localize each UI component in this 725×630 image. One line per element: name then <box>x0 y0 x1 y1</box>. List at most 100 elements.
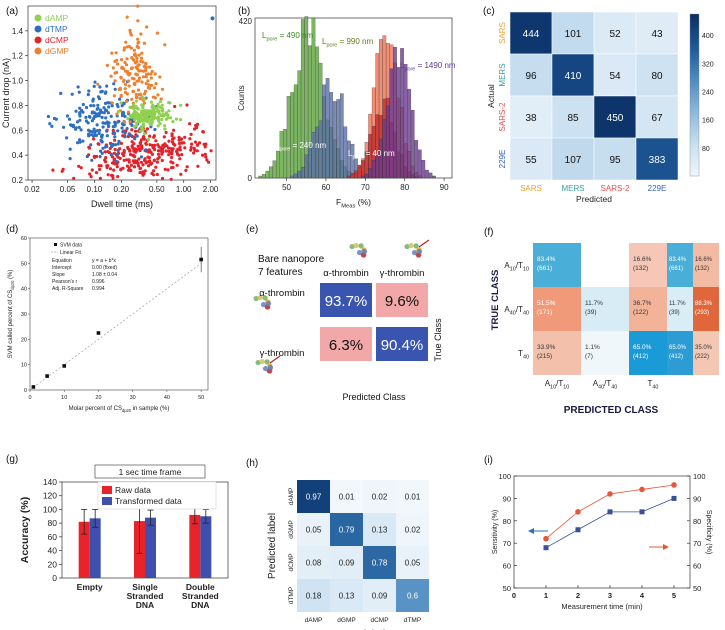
data-point-dAMP <box>179 118 183 122</box>
y-tick-label: 30 <box>21 312 27 318</box>
panel-label-f: (f) <box>484 227 493 238</box>
data-point-dGMP <box>144 75 148 79</box>
cell-value: 383 <box>649 155 666 166</box>
data-point-dAMP <box>119 101 123 105</box>
data-point-dCMP <box>152 158 156 163</box>
data-point-dGMP <box>128 28 132 32</box>
y-tick-label: 60 <box>21 236 27 242</box>
data-point-dGMP <box>139 56 144 60</box>
molecule-atom <box>255 359 261 366</box>
stats-key: Adj. R-Square <box>52 286 84 292</box>
legend-swatch-Transformed data <box>102 497 112 505</box>
data-point-dTMP <box>120 114 125 118</box>
cell-value: 0.13 <box>372 526 388 535</box>
data-point-dAMP <box>162 114 166 118</box>
data-point-dTMP <box>121 123 126 127</box>
data-point-dCMP <box>143 157 147 161</box>
data-point-dGMP <box>151 95 156 99</box>
row-label-MERS: MERS <box>498 63 507 86</box>
data-point-dTMP <box>121 110 125 114</box>
colorbar-segment <box>690 54 699 58</box>
data-point-dAMP <box>134 104 138 109</box>
row-label-dTMP: dTMP <box>288 587 295 604</box>
data-point-dTMP <box>68 147 72 151</box>
y-axis-label: Current drop (nA) <box>1 58 11 128</box>
y-tick-label-left: 80 <box>503 517 511 526</box>
data-point-dCMP <box>96 142 100 146</box>
data-point-dTMP <box>101 125 105 129</box>
stats-key: Slope <box>52 272 65 278</box>
matrix-cell <box>635 95 679 139</box>
colorbar-segment <box>690 16 699 20</box>
colorbar-segment <box>690 154 699 158</box>
data-point-dCMP <box>170 155 174 160</box>
data-point-dCMP <box>127 158 131 162</box>
x-tick-label: 0.05 <box>60 185 76 194</box>
data-point-dGMP <box>114 70 119 75</box>
cell-count: (132) <box>695 266 709 272</box>
matrix-cell <box>396 513 429 546</box>
row-label-dCMP: dCMP <box>288 553 295 571</box>
histogram-bar-L_pore = 1490 nm <box>417 149 422 179</box>
colorbar-segment <box>690 173 699 177</box>
col-label-SARS: SARS <box>520 184 542 193</box>
data-point-dGMP <box>110 51 114 55</box>
molecule-atom <box>260 301 267 308</box>
y-tick-label: 50 <box>21 261 27 267</box>
data-point-dGMP <box>124 40 128 44</box>
data-point-dCMP <box>129 163 133 167</box>
data-point-dTMP <box>98 111 102 115</box>
cell-value: 0.02 <box>405 526 421 535</box>
data-point-dTMP <box>113 143 117 147</box>
category-label: DNA <box>191 600 209 610</box>
chart-i: 0 1 2 3 4 5 50 50 60 60 70 70 80 80 90 90 100 100 Measurem… <box>492 472 712 611</box>
data-point-dTMP <box>70 92 74 96</box>
category-label: Double <box>186 582 215 592</box>
data-point-dTMP <box>107 105 111 109</box>
data-point-dCMP <box>201 130 205 134</box>
data-point-dTMP <box>81 110 85 114</box>
data-point-dGMP <box>136 4 140 8</box>
data-point-dCMP <box>201 153 205 157</box>
colorbar-segment <box>690 127 699 131</box>
data-point-dAMP <box>171 120 175 124</box>
colorbar-segment <box>690 30 699 34</box>
matrix-cell <box>509 11 553 55</box>
cell-percent: 11.7% <box>585 300 603 307</box>
data-point-dAMP <box>144 116 148 120</box>
cell-value: 0.78 <box>372 559 388 568</box>
cell-value: 96 <box>525 71 537 82</box>
y-tick-label: 100 <box>43 504 57 514</box>
legend-box <box>97 481 217 510</box>
data-point-dCMP <box>176 147 180 151</box>
histogram-bar-L_pore = 1490 nm <box>371 160 376 179</box>
data-point-dGMP <box>127 73 131 77</box>
data-point-dTMP <box>99 90 103 94</box>
histogram-bar-L_pore = 40 nm <box>347 175 351 179</box>
molecule-atom <box>353 242 359 249</box>
data-point-dTMP <box>104 108 109 113</box>
data-point-dCMP <box>113 147 117 152</box>
colorbar-segment <box>690 103 699 107</box>
data-point-dAMP <box>132 103 136 107</box>
data-point-dCMP <box>183 135 187 139</box>
matrix-cell <box>593 11 637 55</box>
data-point-dTMP <box>116 142 120 146</box>
data-point-dCMP <box>167 139 171 143</box>
cell-value: 0.08 <box>306 559 322 568</box>
matrix-cell <box>396 546 429 579</box>
matrix-cell <box>363 579 396 612</box>
data-point-dCMP <box>133 129 138 133</box>
x-tick-label: 30 <box>130 395 136 401</box>
data-point-dTMP <box>78 118 82 122</box>
data-point-dGMP <box>136 46 140 50</box>
data-point-dTMP <box>113 87 117 91</box>
data-point-dCMP <box>150 161 154 165</box>
data-point-dCMP <box>204 155 208 159</box>
stats-value: y = a + b*x <box>92 258 116 264</box>
data-point-dCMP <box>94 171 99 175</box>
data-point-dGMP <box>145 25 149 29</box>
data-point-dCMP <box>98 176 102 180</box>
colorbar-segment <box>690 32 699 37</box>
matrix-cell <box>635 53 679 97</box>
